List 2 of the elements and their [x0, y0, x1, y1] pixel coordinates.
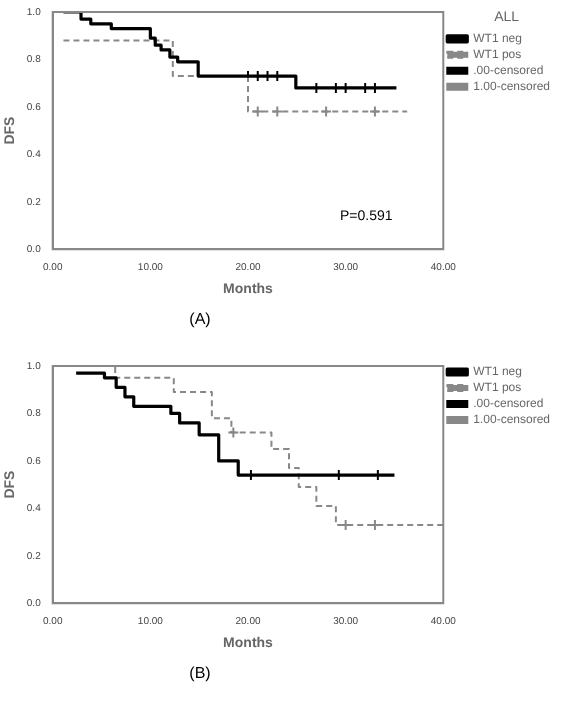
text: (A)	[187, 310, 213, 328]
text: (B)	[187, 664, 213, 682]
